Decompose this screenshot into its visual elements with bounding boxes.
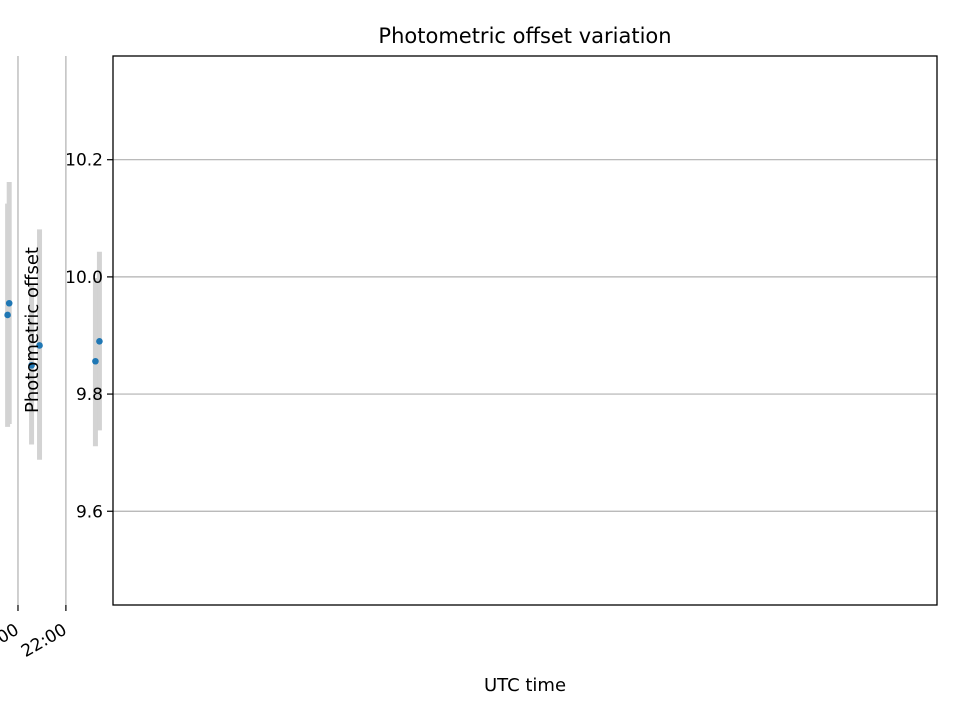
data-point <box>5 299 13 307</box>
grid-lines <box>17 56 937 605</box>
y-tick-label: 9.8 <box>76 385 103 405</box>
y-tick-label: 9.6 <box>76 502 103 522</box>
y-axis-label: Photometric offset <box>22 247 43 413</box>
y-tick-label: 10.0 <box>65 268 103 288</box>
chart-title: Photometric offset variation <box>378 24 671 48</box>
data-point <box>28 362 35 369</box>
data-point <box>36 342 43 349</box>
plot-frame <box>112 55 938 606</box>
data-point <box>92 357 99 365</box>
y-tick-label: 10.2 <box>65 151 103 171</box>
x-axis-label: UTC time <box>484 675 566 696</box>
data-point <box>4 311 11 319</box>
data-points <box>4 299 103 369</box>
data-point <box>96 338 103 345</box>
